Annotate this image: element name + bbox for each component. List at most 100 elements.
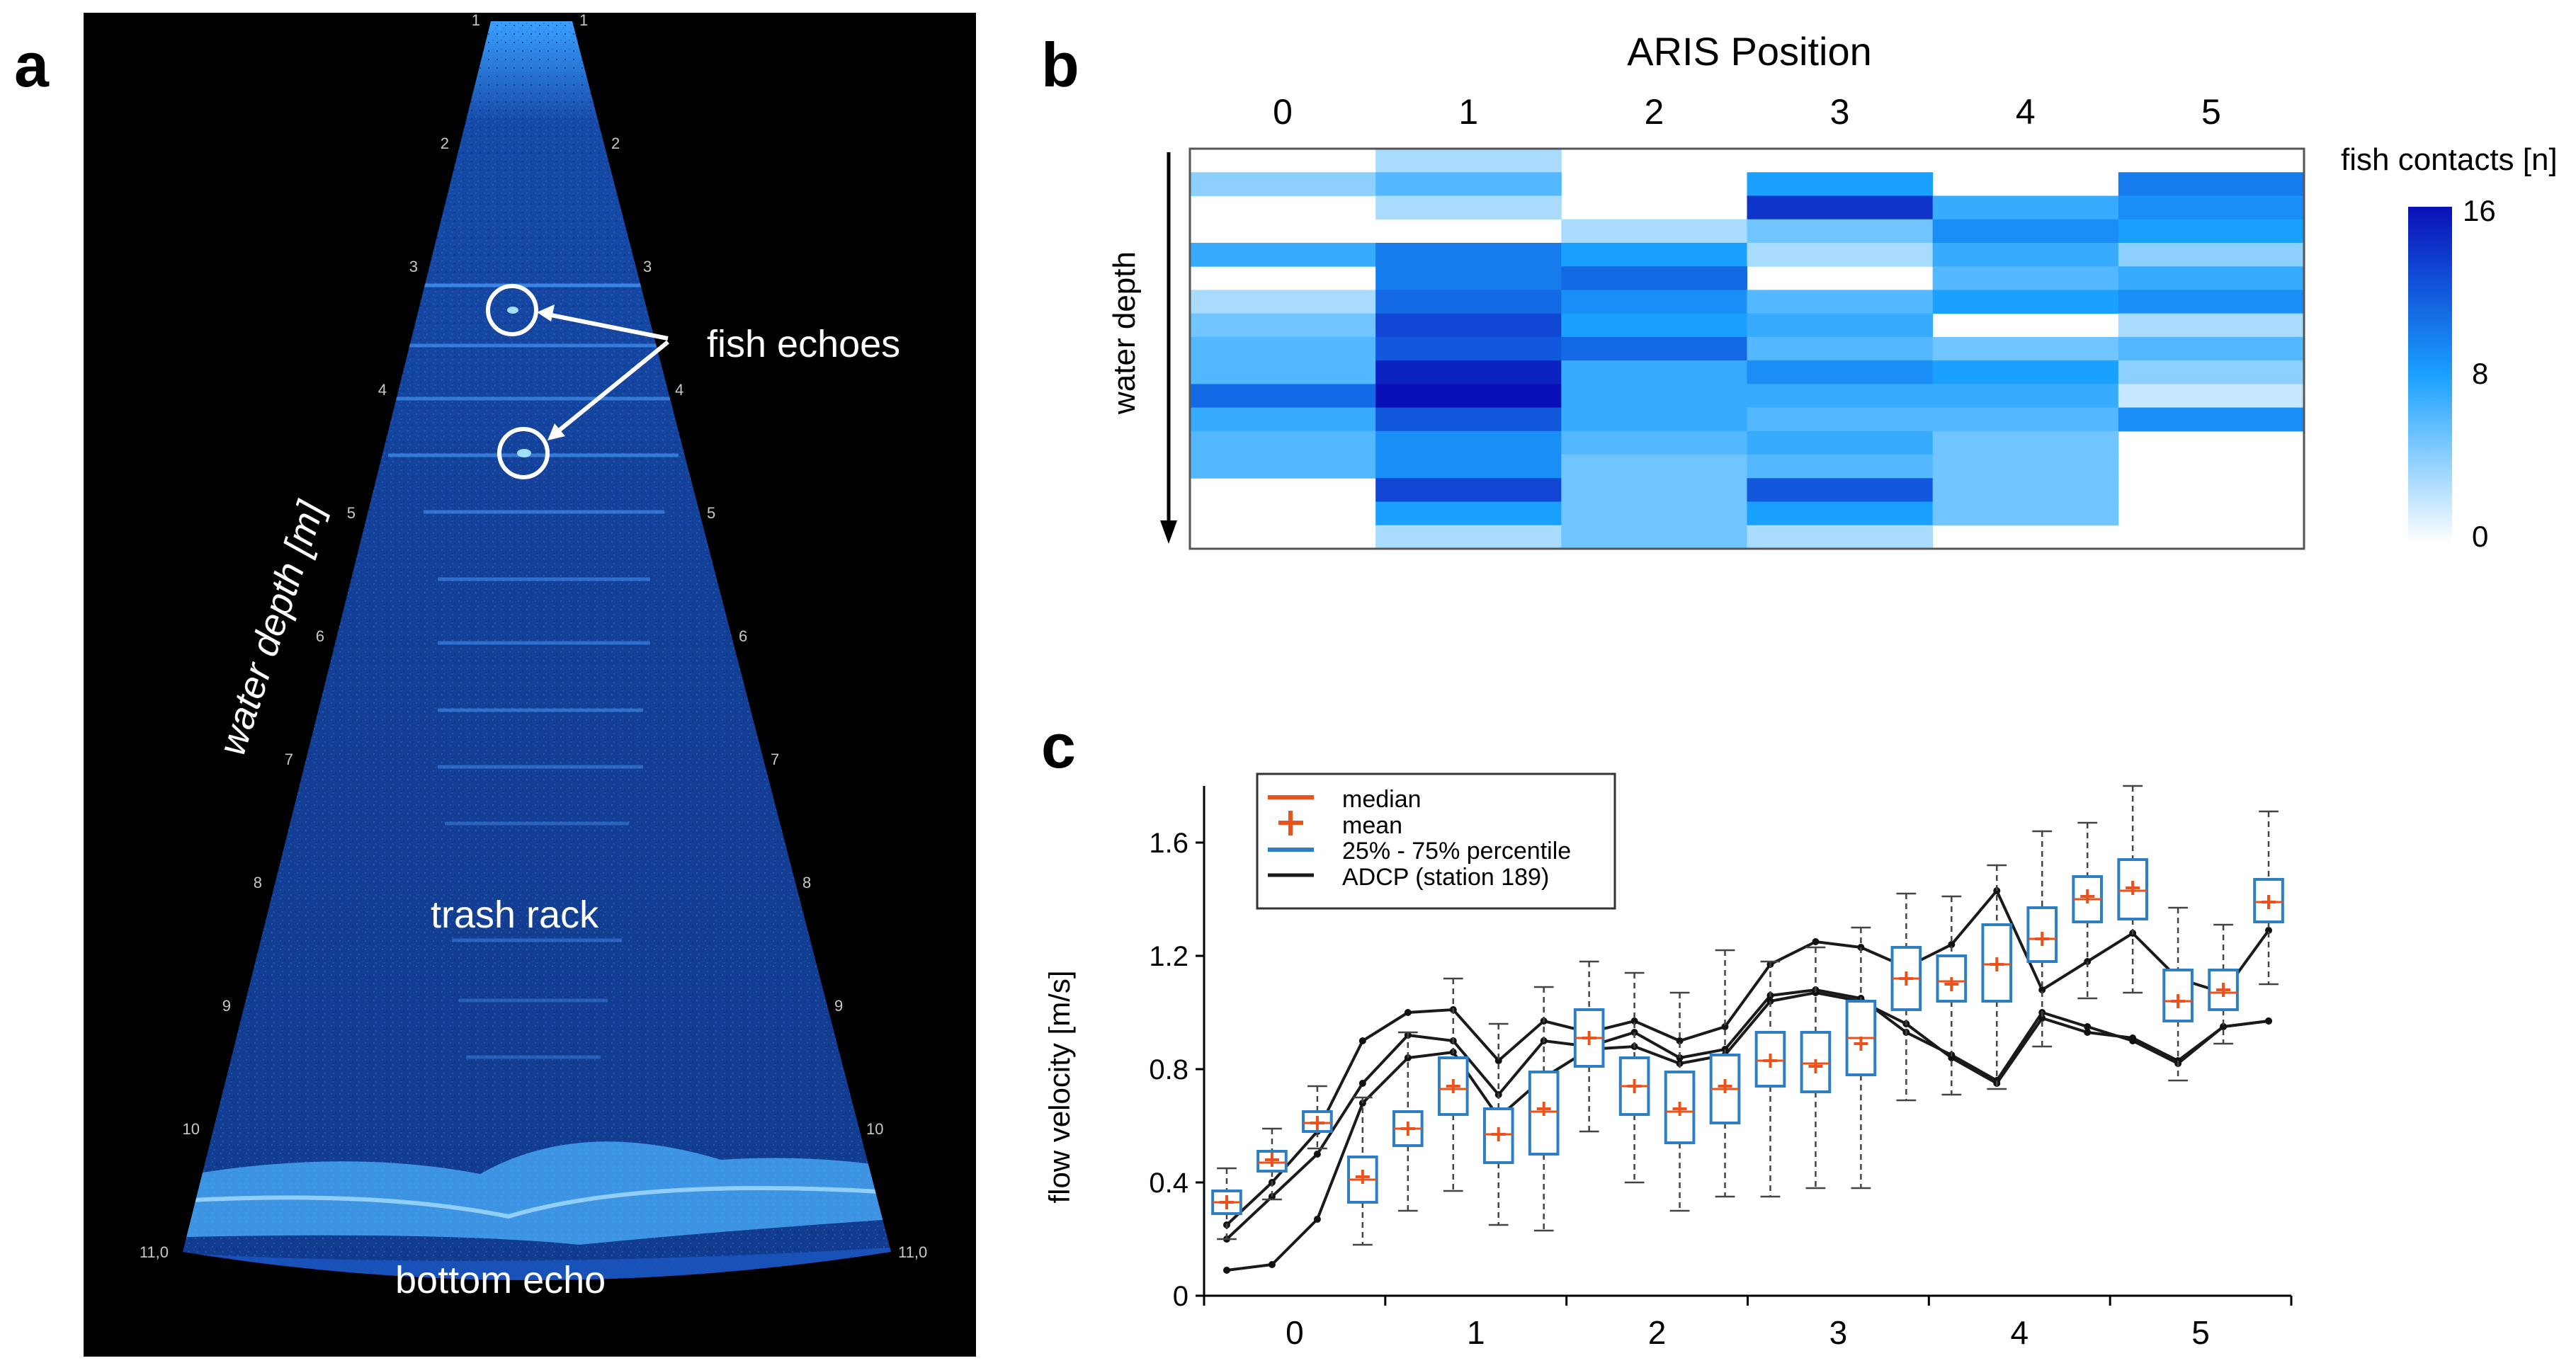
heatmap-column-label: 4: [2016, 92, 2036, 132]
sonar-image: 1 2 3 4 5 6 7 8 9 10 11,0 1 2 3 4 5 6 7 8 9 10 11,0 fish ech…: [84, 13, 976, 1357]
heatmap-cell: [1747, 525, 1934, 549]
heatmap-cell: [1375, 455, 1562, 479]
box: [2208, 969, 2239, 1011]
legend-median: median: [1342, 786, 1422, 813]
range-mark-right: 1: [579, 13, 588, 29]
legend-mean: mean: [1342, 812, 1402, 839]
heatmap-cell: [1375, 242, 1562, 267]
panel-letter-b: b: [1041, 30, 1079, 100]
adcp-point: [2084, 1029, 2092, 1036]
x-tick-label: 4: [2010, 1314, 2029, 1351]
heatmap-cell: [1375, 501, 1562, 526]
range-mark-right: 8: [802, 874, 811, 891]
adcp-point: [1630, 1017, 1638, 1025]
heatmap-cell: [1375, 478, 1562, 503]
box: [2253, 878, 2284, 923]
range-mark-left: 1: [472, 13, 480, 29]
heatmap-cell: [2118, 172, 2305, 196]
colorbar-tick-16: 16: [2463, 194, 2496, 227]
range-mark-left: 7: [285, 751, 293, 768]
heatmap-cell: [2118, 336, 2305, 361]
heatmap-cell: [1190, 360, 1376, 384]
y-tick-label: 1.2: [1149, 941, 1188, 972]
range-mark-right: 10: [866, 1120, 883, 1138]
colorbar-tick-8: 8: [2472, 357, 2488, 390]
range-mark-left: 5: [347, 504, 356, 522]
legend-percentile: 25% - 75% percentile: [1342, 838, 1571, 865]
adcp-line: [1225, 988, 2269, 1241]
heatmap-cell: [1190, 290, 1376, 314]
heatmap-cell: [1932, 430, 2119, 455]
arrow-fish-1: [543, 312, 669, 341]
heatmap-cell: [1932, 266, 2119, 290]
heatmap-cell: [1375, 266, 1562, 290]
heatmap-cell: [2118, 290, 2305, 314]
heatmap-column-labels: 0 1 2 3 4 5: [1273, 92, 2221, 132]
legend-adcp: ADCP (station 189): [1342, 864, 1549, 891]
boxplot-axes: 0 0.4 0.8 1.2 1.6 0 1 2 3 4 5: [1149, 786, 2293, 1351]
boxplot-legend: median mean 25% - 75% percentile ADCP (s…: [1256, 772, 1616, 910]
heatmap-cell: [1561, 430, 1747, 455]
x-tick-label: 2: [1648, 1314, 1667, 1351]
label-fish-echoes: fish echoes: [707, 323, 900, 365]
heatmap-cell: [1561, 313, 1747, 338]
heatmap-cell: [1747, 195, 1934, 220]
heatmap-cell: [2118, 313, 2305, 338]
heatmap-cell: [1932, 478, 2119, 503]
heatmap-cell: [1561, 360, 1747, 384]
heatmap-cell: [1561, 525, 1747, 549]
range-mark-right: 5: [707, 504, 715, 522]
adcp-point: [1222, 1267, 1230, 1274]
heatmap-column-label: 5: [2201, 92, 2221, 132]
adcp-point: [1313, 1151, 1321, 1158]
heatmap-cell: [2118, 242, 2305, 267]
range-mark-left: 3: [409, 258, 418, 275]
x-tick-label: 3: [1829, 1314, 1848, 1351]
range-mark-left: 2: [441, 135, 449, 152]
heatmap-chart: ARIS Position 0 1 2 3 4 5 water depth fish co…: [1107, 29, 2558, 553]
heatmap-cell: [1747, 290, 1934, 314]
heatmap-cell: [1932, 360, 2119, 384]
heatmap-cell: [1561, 407, 1747, 432]
boxplot-chart: flow velocity [m/s] 00.40.81.21.60 1 2 3 4 5 …: [1048, 772, 2293, 1351]
heatmap-cell: [1932, 407, 2119, 432]
heatmap-cells: [1190, 149, 2305, 549]
heatmap-cell: [1561, 455, 1747, 479]
label-trash-rack: trash rack: [431, 894, 599, 936]
colorbar-label: fish contacts [n]: [2341, 142, 2558, 177]
adcp-point: [2038, 986, 2046, 993]
heatmap-cell: [1190, 172, 1376, 196]
heatmap-cell: [1561, 266, 1747, 290]
heatmap-cell: [1747, 501, 1934, 526]
heatmap-cell: [1375, 195, 1562, 220]
heatmap-cell: [1190, 384, 1376, 409]
heatmap-cell: [1747, 430, 1934, 455]
boxplot-boxes: [1211, 785, 2284, 1246]
y-tick-label: 0.4: [1149, 1168, 1188, 1199]
heatmap-cell: [1561, 384, 1747, 409]
heatmap-cell: [2118, 266, 2305, 290]
heatmap-cell: [1747, 360, 1934, 384]
range-mark-left: 9: [222, 997, 231, 1015]
fish-echo-circle-2: [497, 427, 550, 479]
heatmap-cell: [1561, 242, 1747, 267]
label-bottom-echo: bottom echo: [395, 1259, 606, 1301]
range-marks-left: 1 2 3 4 5 6 7 8 9 10 11,0: [140, 13, 480, 1261]
heatmap-cell: [1375, 336, 1562, 361]
panel-letter-c: c: [1041, 711, 1076, 781]
heatmap-cell: [1375, 172, 1562, 196]
heatmap-cell: [1190, 407, 1376, 432]
adcp-point: [2084, 1023, 2092, 1030]
heatmap-column-label: 0: [1273, 92, 1293, 132]
range-mark-left: 10: [183, 1120, 200, 1138]
heatmap-cell: [1375, 149, 1562, 173]
heatmap-cell: [1561, 290, 1747, 314]
adcp-point: [2265, 1017, 2273, 1025]
heatmap-cell: [2118, 195, 2305, 220]
heatmap-cell: [1747, 384, 1934, 409]
heatmap-cell: [1747, 455, 1934, 479]
range-mark-right: 2: [611, 135, 620, 152]
adcp-point: [1721, 1023, 1729, 1030]
heatmap-cell: [1190, 430, 1376, 455]
heatmap-title: ARIS Position: [1627, 29, 1872, 74]
